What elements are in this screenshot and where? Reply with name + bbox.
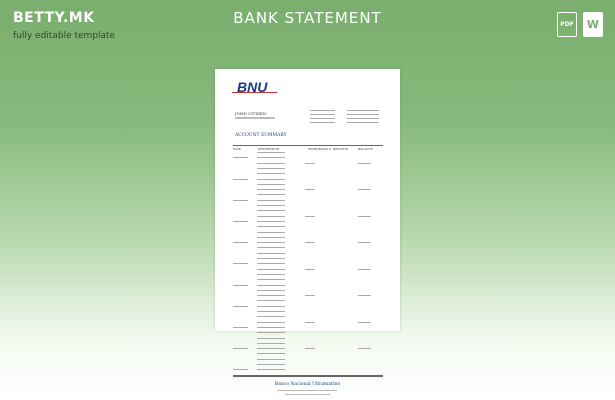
description-line	[257, 284, 285, 286]
description-line	[257, 194, 285, 196]
date-cell	[233, 369, 248, 371]
description-line	[257, 316, 285, 318]
info-value	[347, 110, 379, 111]
date-cell	[233, 326, 248, 328]
bank-logo: BNU	[237, 79, 268, 95]
balance-cell	[358, 189, 371, 191]
description-line	[257, 300, 285, 302]
description-line	[257, 326, 285, 328]
balance-cell	[358, 215, 371, 217]
date-cell	[233, 242, 248, 244]
date-cell	[233, 220, 248, 222]
info-value	[347, 122, 379, 123]
info-label	[310, 122, 335, 123]
info-label	[310, 110, 335, 111]
balance-cell	[358, 268, 371, 270]
description-line	[257, 178, 285, 180]
footer-bank-name: Banco Nacional Ultramarino	[274, 382, 341, 387]
col-description: DESCRIPTION	[258, 147, 280, 151]
date-cell	[233, 199, 248, 201]
balance-cell	[358, 162, 371, 164]
description-line	[257, 205, 285, 206]
description-line	[257, 289, 285, 291]
date-cell	[233, 284, 248, 286]
balance-cell	[358, 242, 371, 244]
col-withdrawals: WITHDRAWALS	[308, 147, 332, 151]
info-label	[310, 114, 335, 115]
table-bottom-rule	[233, 375, 383, 377]
format-icons: PDF W	[557, 12, 603, 37]
amount-cell	[305, 189, 315, 191]
balance-cell	[358, 348, 371, 350]
table-header: DATE DESCRIPTION WITHDRAWALS DEPOSITS BA…	[233, 145, 383, 151]
description-line	[257, 321, 285, 323]
pdf-icon[interactable]: PDF	[557, 12, 577, 37]
description-line	[257, 226, 285, 228]
description-line	[257, 332, 285, 334]
description-line	[257, 247, 285, 249]
description-line	[257, 273, 285, 275]
amount-cell	[305, 162, 315, 164]
date-cell	[233, 178, 248, 180]
logo-underline	[232, 92, 277, 93]
description-line	[257, 167, 285, 169]
page-title: BANK STATEMENT	[233, 9, 382, 27]
amount-cell	[305, 215, 315, 217]
amount-cell	[305, 321, 315, 323]
date-cell	[233, 263, 248, 265]
description-line	[257, 279, 285, 281]
description-line	[257, 173, 285, 175]
description-line	[257, 157, 285, 159]
description-line	[257, 152, 285, 153]
info-label	[310, 118, 335, 119]
description-line	[257, 258, 285, 259]
col-date: DATE	[233, 147, 242, 151]
address-line	[235, 117, 275, 119]
description-line	[257, 348, 285, 350]
description-line	[257, 305, 285, 307]
date-cell	[233, 157, 248, 159]
info-value	[347, 114, 379, 115]
description-line	[257, 263, 285, 265]
info-value	[347, 118, 379, 119]
section-title: ACCOUNT SUMMARY	[235, 133, 287, 138]
description-line	[257, 337, 285, 339]
description-line	[257, 183, 285, 185]
balance-cell	[358, 321, 371, 323]
amount-cell	[305, 295, 315, 297]
description-line	[257, 210, 285, 212]
footer-address	[277, 390, 337, 391]
description-line	[257, 369, 285, 371]
date-cell	[233, 305, 248, 307]
description-line	[257, 189, 285, 191]
brand-logo: BETTY.MK	[13, 10, 95, 26]
description-line	[257, 242, 285, 244]
description-line	[257, 364, 285, 365]
amount-cell	[305, 242, 315, 244]
footer-contact	[285, 394, 330, 395]
word-icon[interactable]: W	[583, 12, 603, 37]
account-holder: JOHN CITIZEN	[235, 111, 267, 116]
description-line	[257, 353, 285, 355]
description-line	[257, 252, 285, 254]
description-line	[257, 311, 285, 312]
amount-cell	[305, 268, 315, 270]
description-line	[257, 220, 285, 222]
description-line	[257, 342, 285, 344]
description-line	[257, 231, 285, 233]
date-cell	[233, 348, 248, 350]
description-line	[257, 236, 285, 238]
balance-cell	[358, 295, 371, 297]
amount-cell	[305, 348, 315, 350]
col-deposits: DEPOSITS	[333, 147, 349, 151]
description-line	[257, 358, 285, 360]
description-line	[257, 295, 285, 297]
tagline: fully editable template	[13, 31, 116, 41]
description-line	[257, 199, 285, 201]
col-balance: BALANCE	[358, 147, 373, 151]
statement-preview: BNU JOHN CITIZEN ACCOUNT SUMMARY DATE DE…	[215, 69, 400, 395]
description-line	[257, 215, 285, 217]
description-line	[257, 162, 285, 164]
description-line	[257, 268, 285, 270]
